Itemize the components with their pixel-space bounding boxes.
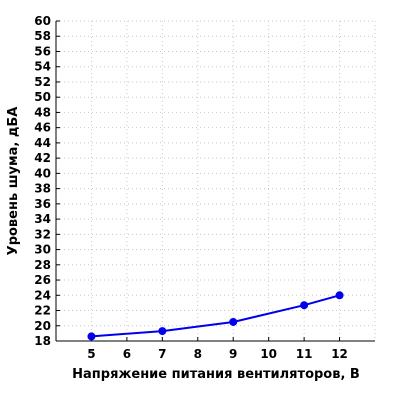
y-axis-title: Уровень шума, дБА <box>6 107 21 256</box>
x-axis-ticks: 5 6 7 8 9 10 11 12 <box>87 337 348 361</box>
data-point <box>229 317 238 326</box>
y-tick-label: 46 <box>34 121 51 135</box>
y-tick-label: 48 <box>34 105 51 119</box>
x-tick-label: 10 <box>260 347 277 361</box>
y-tick-label: 58 <box>34 29 51 43</box>
series-group <box>87 291 344 341</box>
y-tick-label: 50 <box>34 90 51 104</box>
y-tick-label: 40 <box>34 166 51 180</box>
y-tick-label: 32 <box>34 227 51 241</box>
y-tick-label: 28 <box>34 258 51 272</box>
x-tick-label: 5 <box>87 347 95 361</box>
x-axis-title: Напряжение питания вентиляторов, В <box>72 367 360 382</box>
y-tick-label: 54 <box>34 60 51 74</box>
x-tick-label: 9 <box>229 347 237 361</box>
y-tick-label: 24 <box>34 288 51 302</box>
x-tick-label: 11 <box>296 347 313 361</box>
y-tick-label: 30 <box>34 243 51 257</box>
y-tick-label: 18 <box>34 334 51 348</box>
y-tick-label: 42 <box>34 151 51 165</box>
data-point <box>300 301 309 310</box>
y-tick-label: 20 <box>34 319 51 333</box>
series-line <box>91 294 340 338</box>
y-tick-label: 44 <box>34 136 51 150</box>
grid <box>56 20 376 342</box>
data-point <box>335 291 344 300</box>
y-tick-label: 34 <box>34 212 51 226</box>
x-tick-label: 6 <box>123 347 131 361</box>
y-tick-label: 36 <box>34 197 51 211</box>
x-tick-label: 12 <box>331 347 348 361</box>
data-point <box>158 327 167 336</box>
y-tick-label: 52 <box>34 75 51 89</box>
y-tick-label: 26 <box>34 273 51 287</box>
y-tick-label: 22 <box>34 304 51 318</box>
y-tick-label: 56 <box>34 44 51 58</box>
y-tick-label: 38 <box>34 182 51 196</box>
axes <box>55 21 375 342</box>
x-tick-label: 8 <box>194 347 202 361</box>
data-point <box>87 332 96 341</box>
y-tick-label: 60 <box>34 14 51 28</box>
x-tick-label: 7 <box>158 347 166 361</box>
